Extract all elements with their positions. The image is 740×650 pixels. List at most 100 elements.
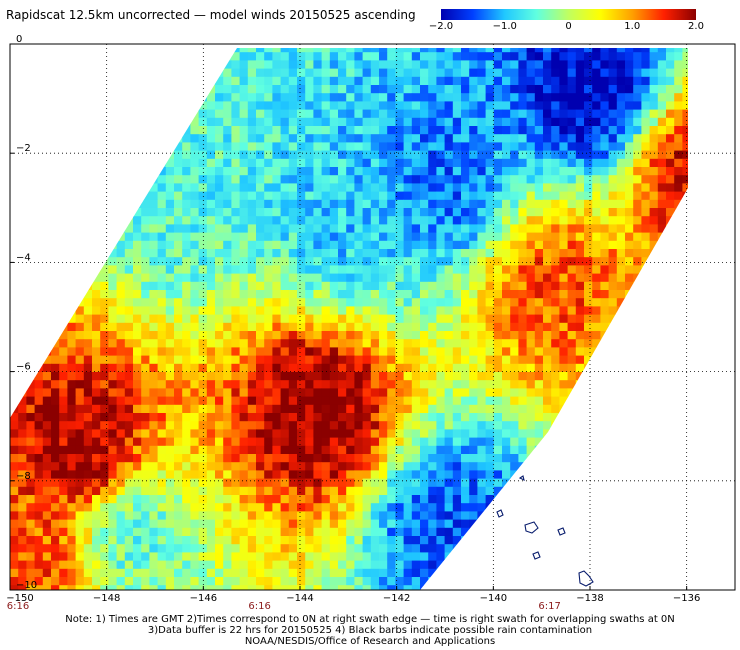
heatmap-cell (567, 76, 577, 86)
heatmap-cell (247, 281, 257, 291)
heatmap-cell (370, 380, 380, 389)
heatmap-cell (370, 150, 380, 160)
heatmap-cell (461, 150, 470, 160)
heatmap-cell (666, 68, 675, 78)
heatmap-cell (616, 413, 626, 422)
heatmap-cell (428, 249, 437, 258)
heatmap-cell (707, 388, 716, 397)
heatmap-cell (420, 175, 429, 184)
heatmap-cell (288, 232, 298, 242)
heatmap-cell (75, 76, 85, 86)
heatmap-cell (313, 314, 322, 324)
heatmap-cell (732, 331, 740, 340)
heatmap-cell (444, 224, 454, 233)
heatmap-cell (387, 52, 396, 61)
heatmap-cell (699, 208, 708, 217)
heatmap-cell (83, 404, 93, 414)
heatmap-cell (247, 290, 257, 299)
heatmap-cell (666, 265, 675, 274)
heatmap-cell (526, 388, 536, 397)
heatmap-cell (707, 364, 716, 373)
heatmap-cell (592, 101, 601, 110)
heatmap-cell (674, 126, 683, 135)
heatmap-cell (198, 208, 208, 217)
heatmap-cell (288, 265, 298, 274)
heatmap-cell (124, 281, 134, 291)
heatmap-cell (543, 68, 552, 78)
heatmap-cell (59, 134, 68, 143)
heatmap-cell (297, 355, 306, 365)
heatmap-cell (305, 306, 314, 315)
heatmap-cell (182, 240, 191, 250)
heatmap-cell (247, 331, 257, 340)
heatmap-cell (370, 306, 380, 315)
heatmap-cell (452, 306, 462, 315)
heatmap-cell (223, 240, 232, 250)
heatmap-cell (649, 60, 659, 69)
heatmap-cell (567, 372, 577, 381)
heatmap-cell (313, 454, 322, 463)
heatmap-cell (666, 298, 675, 307)
heatmap-cell (616, 363, 626, 373)
heatmap-cell (584, 175, 593, 184)
heatmap-cell (239, 486, 249, 496)
heatmap-cell (707, 233, 716, 242)
heatmap-cell (280, 52, 290, 61)
heatmap-cell (707, 110, 716, 119)
heatmap-cell (715, 69, 724, 78)
heatmap-cell (182, 265, 191, 274)
heatmap-cell (182, 413, 191, 422)
heatmap-cell (280, 347, 290, 356)
heatmap-cell (641, 68, 650, 78)
heatmap-cell (395, 158, 404, 168)
heatmap-cell (657, 314, 667, 324)
heatmap-cell (190, 142, 199, 151)
heatmap-cell (133, 273, 142, 283)
heatmap-cell (387, 216, 396, 225)
heatmap-cell (625, 347, 634, 356)
heatmap-cell (297, 339, 306, 348)
heatmap-cell (321, 437, 331, 447)
heatmap-cell (436, 322, 445, 332)
heatmap-cell (280, 216, 290, 225)
heatmap-cell (67, 48, 76, 53)
heatmap-cell (584, 314, 593, 324)
heatmap-cell (641, 331, 650, 340)
heatmap-cell (633, 486, 642, 496)
heatmap-cell (239, 273, 249, 283)
heatmap-cell (461, 306, 470, 315)
heatmap-cell (231, 60, 240, 69)
heatmap-cell (297, 421, 306, 430)
heatmap-cell (592, 372, 601, 381)
heatmap-cell (633, 306, 642, 315)
heatmap-cell (239, 167, 249, 176)
heatmap-cell (379, 322, 388, 332)
heatmap-cell (280, 158, 290, 168)
heatmap-cell (92, 437, 101, 447)
heatmap-cell (288, 158, 298, 168)
heatmap-cell (198, 396, 208, 406)
heatmap-cell (165, 199, 175, 209)
heatmap-cell (657, 306, 667, 315)
heatmap-cell (280, 240, 290, 250)
heatmap-cell (567, 470, 577, 479)
heatmap-cell (370, 372, 380, 381)
heatmap-cell (657, 142, 667, 151)
heatmap-cell (141, 240, 150, 250)
heatmap-cell (477, 347, 486, 356)
heatmap-cell (231, 191, 240, 201)
heatmap-cell (691, 233, 700, 242)
heatmap-cell (190, 257, 199, 266)
heatmap-cell (493, 93, 503, 102)
heatmap-cell (526, 273, 536, 283)
heatmap-cell (608, 101, 618, 110)
heatmap-cell (231, 486, 240, 496)
heatmap-cell (116, 437, 126, 447)
heatmap-cell (100, 322, 109, 332)
heatmap-cell (215, 290, 224, 299)
heatmap-cell (198, 257, 208, 266)
heatmap-cell (239, 413, 249, 422)
heatmap-cell (305, 347, 314, 356)
heatmap-cell (124, 183, 134, 192)
heatmap-cell (666, 322, 675, 332)
